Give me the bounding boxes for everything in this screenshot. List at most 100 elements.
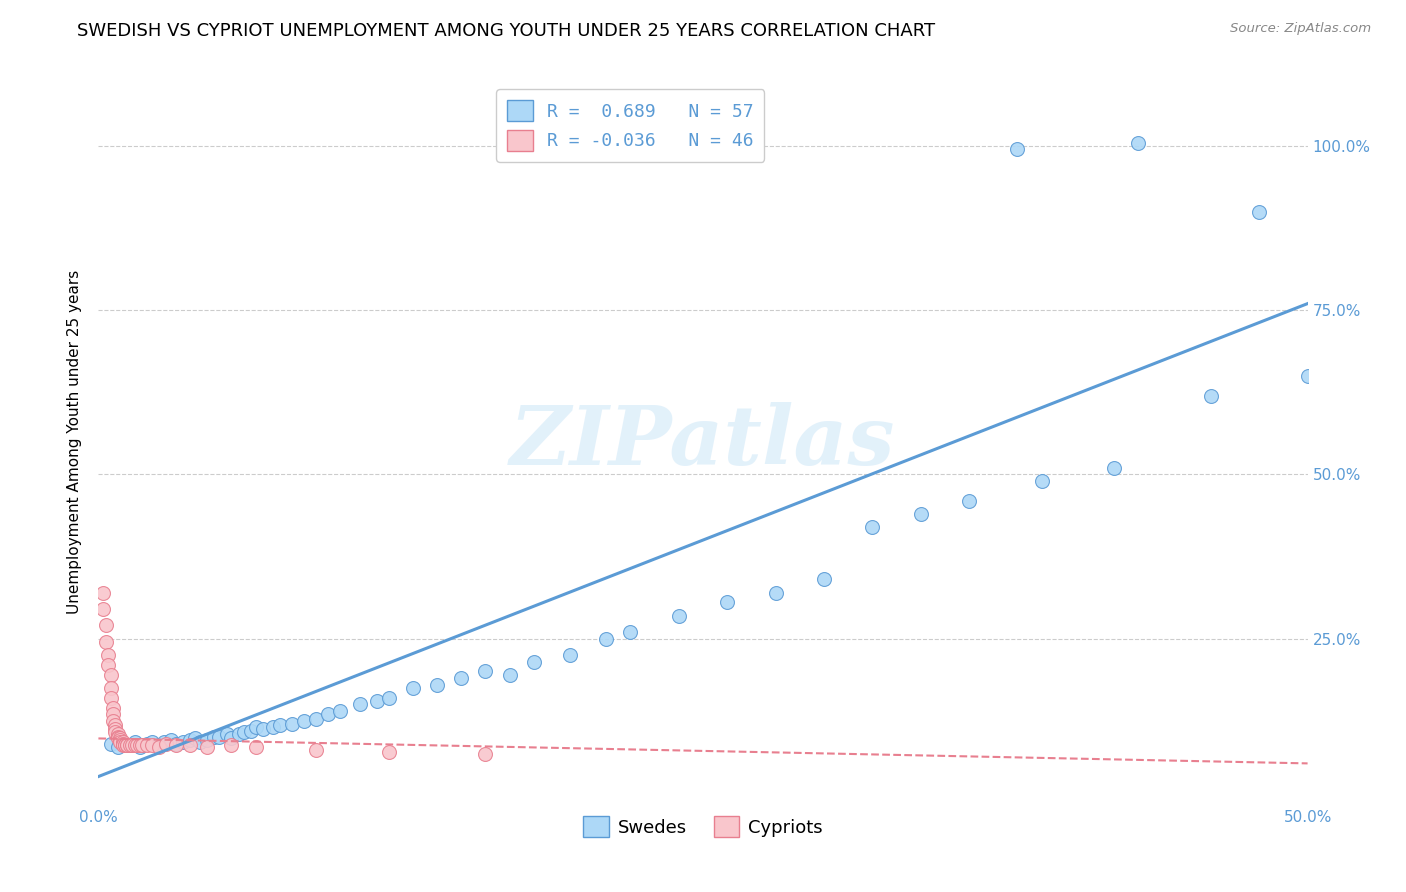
Point [141, 738, 163, 752]
Point [957, 493, 980, 508]
Point [377, 745, 399, 759]
Point [111, 738, 134, 752]
Point [104, 723, 127, 737]
Point [108, 731, 131, 746]
Point [204, 730, 226, 744]
Point [523, 655, 546, 669]
Point [108, 733, 131, 747]
Point [232, 724, 254, 739]
Point [262, 720, 284, 734]
Point [107, 731, 129, 746]
Point [100, 667, 122, 681]
Point [619, 625, 641, 640]
Point [252, 723, 274, 737]
Point [165, 738, 187, 752]
Point [117, 738, 139, 752]
Point [104, 724, 127, 739]
Point [155, 737, 177, 751]
Point [160, 733, 183, 747]
Point [148, 738, 170, 752]
Point [195, 739, 218, 754]
Point [1007, 142, 1029, 156]
Point [121, 738, 143, 752]
Point [349, 698, 371, 712]
Point [245, 739, 267, 754]
Point [1031, 474, 1053, 488]
Point [111, 735, 134, 749]
Point [97, 657, 120, 672]
Point [426, 677, 449, 691]
Point [128, 738, 150, 752]
Point [124, 738, 146, 752]
Point [765, 585, 787, 599]
Point [474, 747, 496, 761]
Point [558, 648, 581, 662]
Point [860, 520, 883, 534]
Point [104, 718, 127, 732]
Point [228, 727, 250, 741]
Point [100, 681, 122, 695]
Point [221, 738, 243, 752]
Point [152, 735, 174, 749]
Point [91, 585, 114, 599]
Point [172, 735, 194, 749]
Point [165, 737, 187, 751]
Text: SWEDISH VS CYPRIOT UNEMPLOYMENT AMONG YOUTH UNDER 25 YEARS CORRELATION CHART: SWEDISH VS CYPRIOT UNEMPLOYMENT AMONG YO… [77, 22, 935, 40]
Point [281, 717, 304, 731]
Point [316, 707, 339, 722]
Point [117, 738, 139, 752]
Point [221, 731, 243, 746]
Point [179, 733, 201, 747]
Point [131, 738, 153, 752]
Point [1128, 136, 1150, 150]
Point [94, 618, 117, 632]
Point [91, 602, 114, 616]
Point [184, 731, 207, 746]
Point [101, 707, 124, 722]
Point [188, 735, 211, 749]
Point [124, 735, 146, 749]
Point [208, 730, 231, 744]
Point [269, 718, 291, 732]
Point [450, 671, 472, 685]
Text: ZIPatlas: ZIPatlas [510, 401, 896, 482]
Point [107, 739, 129, 754]
Point [813, 573, 835, 587]
Point [100, 690, 122, 705]
Point [135, 737, 157, 751]
Point [111, 737, 134, 751]
Point [1296, 368, 1319, 383]
Point [114, 738, 136, 752]
Point [114, 738, 136, 752]
Legend: Swedes, Cypriots: Swedes, Cypriots [576, 809, 830, 845]
Point [910, 507, 932, 521]
Point [97, 648, 120, 662]
Point [101, 700, 124, 714]
Point [100, 737, 122, 751]
Point [245, 720, 267, 734]
Point [1199, 388, 1222, 402]
Point [239, 723, 262, 738]
Point [305, 712, 328, 726]
Point [195, 733, 218, 747]
Point [377, 690, 399, 705]
Point [128, 739, 150, 754]
Point [117, 738, 139, 752]
Point [108, 735, 131, 749]
Point [135, 738, 157, 752]
Point [329, 704, 352, 718]
Point [179, 738, 201, 752]
Text: Source: ZipAtlas.com: Source: ZipAtlas.com [1230, 22, 1371, 36]
Point [366, 694, 388, 708]
Point [101, 714, 124, 728]
Point [668, 608, 690, 623]
Point [1102, 460, 1125, 475]
Point [1249, 204, 1271, 219]
Point [127, 738, 149, 752]
Point [474, 665, 496, 679]
Point [305, 743, 328, 757]
Point [498, 667, 520, 681]
Point [107, 727, 129, 741]
Point [402, 681, 425, 695]
Point [94, 635, 117, 649]
